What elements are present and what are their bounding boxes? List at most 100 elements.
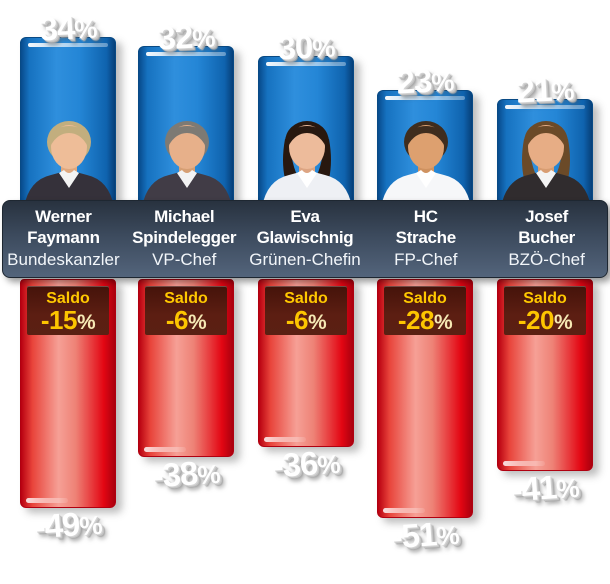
candidate-role: VP-Chef [152,250,217,269]
disapproval-bar: Saldo -15% [20,279,116,508]
percent-sign: % [316,448,341,481]
candidate-portrait [501,121,591,207]
candidate-first-name: HC [413,207,438,226]
face-shape [169,125,205,169]
shirt-shape [416,170,436,188]
saldo-box: Saldo -28% [384,286,466,335]
saldo-box: Saldo -15% [27,286,109,335]
saldo-title: Saldo [164,290,208,307]
disapproval-label: -38% [151,454,221,495]
approval-label: 34% [38,8,98,48]
shirt-shape [536,170,556,188]
saldo-title: Saldo [523,290,567,307]
disapproval-label: -36% [271,444,341,485]
percent-sign: % [187,311,207,334]
hair-side-right-shape [317,139,331,179]
candidate-name-block: Michael Spindelegger VP-Chef [124,201,245,277]
candidate-last-name: Glawischnig [256,228,354,247]
candidate-column: 30% Saldo -6% -36% [258,0,354,584]
saldo-value: -6% [165,305,207,335]
candidate-last-name: Faymann [27,228,100,247]
saldo-title: Saldo [284,290,328,307]
percent-sign: % [78,509,103,542]
candidate-last-name: Bucher [518,228,575,247]
disapproval-bar: Saldo -28% [377,279,473,518]
percent-sign: % [307,311,327,334]
candidate-column: 32% Saldo -6% -38% [138,0,234,584]
face-shape [528,125,564,169]
candidate-portrait [262,121,352,207]
saldo-box: Saldo -6% [145,286,227,335]
shoulders-shape [262,172,352,207]
hair-side-left-shape [522,139,536,179]
saldo-box: Saldo -6% [265,286,347,335]
shoulders-shape [381,172,471,207]
percent-sign: % [311,32,336,64]
saldo-title: Saldo [46,290,90,307]
candidate-first-name: Eva [290,207,320,226]
hair-front-shape [408,126,444,145]
percent-sign: % [553,311,573,334]
shirt-shape [59,170,79,188]
hair-front-shape [289,126,325,145]
saldo-title: Saldo [403,290,447,307]
face-shape [289,125,325,169]
saldo-value: -15% [40,305,96,335]
candidate-column: 34% Saldo -15% -49% [20,0,116,584]
percent-sign: % [435,519,460,552]
saldo-value: -20% [517,305,573,335]
candidate-name-block: Eva Glawischnig Grünen-Chefin [245,201,366,277]
shoulders-shape [501,172,591,207]
percent-sign: % [555,472,580,505]
approval-label: 21% [515,70,575,110]
hair-front-shape [528,126,564,145]
percent-sign: % [550,75,575,107]
approval-bar [377,90,473,208]
candidate-name-block: HC Strache FP-Chef [365,201,486,277]
candidate-first-name: Werner [35,207,92,226]
percent-sign: % [73,13,98,45]
approval-label: 32% [156,17,216,57]
hair-front-shape [169,126,205,145]
face-shape [51,125,87,169]
shoulders-shape [142,172,232,207]
percent-sign: % [191,22,216,54]
disapproval-bar: Saldo -6% [138,279,234,457]
saldo-box: Saldo -20% [504,286,586,335]
percent-sign: % [433,311,453,334]
candidate-role: Grünen-Chefin [249,250,361,269]
percent-sign: % [196,458,221,491]
shirt-shape [177,170,197,188]
candidate-role: FP-Chef [394,250,458,269]
shirt-shape [297,170,317,188]
approval-label: 23% [395,61,455,101]
candidate-name-block: Werner Faymann Bundeskanzler [3,201,124,277]
saldo-value: -6% [285,305,327,335]
candidate-name-block: Josef Bucher BZÖ-Chef [486,201,607,277]
candidate-column: 23% Saldo -28% -51% [377,0,473,584]
disapproval-label: -49% [33,505,103,546]
candidate-first-name: Michael [154,207,215,226]
disapproval-label: -41% [510,468,580,509]
candidate-portrait [142,121,232,207]
disapproval-bar: Saldo -20% [497,279,593,471]
candidate-role: Bundeskanzler [7,250,120,269]
shoulders-shape [24,172,114,207]
disapproval-bar: Saldo -6% [258,279,354,447]
candidate-portrait [24,121,114,207]
approval-bar [258,56,354,208]
hair-side-left-shape [283,139,297,179]
disapproval-label: -51% [390,515,460,556]
name-band: Werner Faymann Bundeskanzler Michael Spi… [2,200,608,278]
candidate-portrait [381,121,471,207]
candidate-last-name: Strache [395,228,457,247]
approval-bar [138,46,234,208]
candidate-first-name: Josef [525,207,569,226]
face-shape [408,125,444,169]
percent-sign: % [76,311,96,334]
approval-bar [497,99,593,208]
candidate-last-name: Spindelegger [132,228,237,247]
candidate-column: 21% Saldo -20% -41% [497,0,593,584]
hair-front-shape [51,126,87,145]
